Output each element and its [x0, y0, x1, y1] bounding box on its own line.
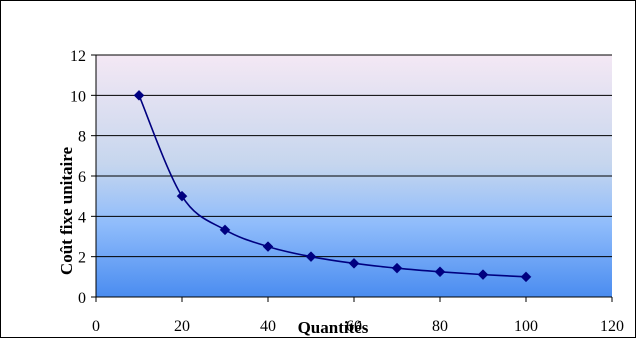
series-line-path	[138, 95, 527, 278]
series-markers	[133, 89, 532, 283]
series-line	[138, 95, 527, 278]
data-point	[305, 251, 317, 263]
y-tick-label: 2	[78, 250, 86, 267]
y-tick-labels: 0 2 4 6 8 10 12	[70, 48, 86, 307]
x-tick-label: 40	[260, 318, 276, 335]
x-axis-title: Quantités	[298, 318, 369, 337]
x-tick-label: 120	[600, 318, 624, 335]
y-tick-label: 0	[78, 290, 86, 307]
x-tick-label: 20	[174, 318, 190, 335]
data-point	[262, 241, 274, 252]
x-tick-label: 60	[346, 318, 362, 335]
y-tick-label: 6	[78, 169, 86, 186]
y-tick-label: 4	[78, 209, 86, 226]
x-tick-label: 0	[92, 318, 100, 335]
data-point	[133, 89, 145, 101]
data-point	[520, 271, 532, 283]
data-point	[219, 224, 231, 236]
data-point	[176, 190, 188, 202]
data-point	[434, 266, 446, 278]
y-tick-label: 10	[70, 88, 86, 105]
data-point	[391, 262, 403, 274]
data-point	[477, 269, 489, 280]
y-tick-label: 12	[70, 48, 86, 65]
axes	[95, 55, 612, 298]
x-tick-labels: 0 20 40 60 80 100 120	[92, 318, 624, 335]
x-tick-label: 80	[432, 318, 448, 335]
y-axis-title: Coût fixe unitaire	[57, 146, 76, 275]
y-tick-label: 8	[78, 129, 86, 146]
gridlines	[91, 54, 613, 302]
data-point	[348, 257, 360, 269]
x-tick-label: 100	[514, 318, 538, 335]
